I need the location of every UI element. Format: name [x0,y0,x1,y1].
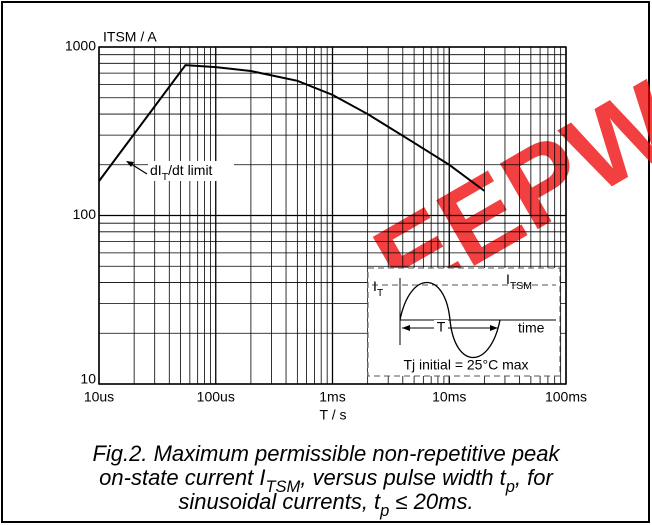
caption-line-part: , versus pulse width t [300,465,506,490]
inset-t-bg [434,320,448,336]
annotation-arrowhead [126,161,134,167]
x-axis-label: T / s [320,407,347,423]
inset-wave [399,281,501,359]
caption-line-part: ≤ 20ms. [389,489,473,514]
inset-period-label: T [437,319,446,335]
annotation-part: /dt limit [168,162,212,178]
inset-arrow-r [490,325,498,331]
caption-line: Fig.2. Maximum permissible non-repetitiv… [92,441,560,466]
caption-line-part: p [505,478,515,496]
y-tick-label: 1000 [65,38,96,54]
inset-arrow-l [402,325,410,331]
annotation-bg [148,161,234,181]
caption-line: sinusoidal currents, tp ≤ 20ms. [178,489,473,521]
inset-itsm-part: TSM [510,280,532,292]
x-tick-label: 10us [84,389,114,405]
inset-it-part: T [377,287,384,299]
data-line [98,64,485,192]
y-axis-label: ITSM / A [103,29,157,45]
caption-line: on-state current ITSM, versus pulse widt… [99,465,554,497]
inset-itsm-part: I [506,271,510,287]
plot-frame [98,46,567,385]
caption-line-part: on-state current I [99,465,265,490]
x-tick-label: 100us [197,389,235,405]
annotation-part: dI [150,162,162,178]
inset-it-part: I [373,278,377,294]
caption-line-part: p [379,502,389,520]
inset-itsm: ITSM [506,271,532,292]
y-tick-label: 10 [80,371,96,387]
inset-note: Tj initial = 25°C max [403,357,528,373]
annotation-part: T [162,171,169,183]
annotation: dIT/dt limit [150,162,213,183]
x-tick-label: 100ms [545,389,587,405]
x-tick-label: 10ms [432,389,466,405]
inset-time-label: time [518,320,545,336]
caption-line-part: TSM [265,478,300,496]
x-tick-label: 1ms [319,389,345,405]
inset-it: IT [373,278,384,299]
caption-line-part: , for [515,465,555,490]
caption-line-part: Fig.2. Maximum permissible non-repetitiv… [92,441,560,466]
caption-line-part: sinusoidal currents, t [178,489,381,514]
y-tick-label: 100 [73,206,97,222]
